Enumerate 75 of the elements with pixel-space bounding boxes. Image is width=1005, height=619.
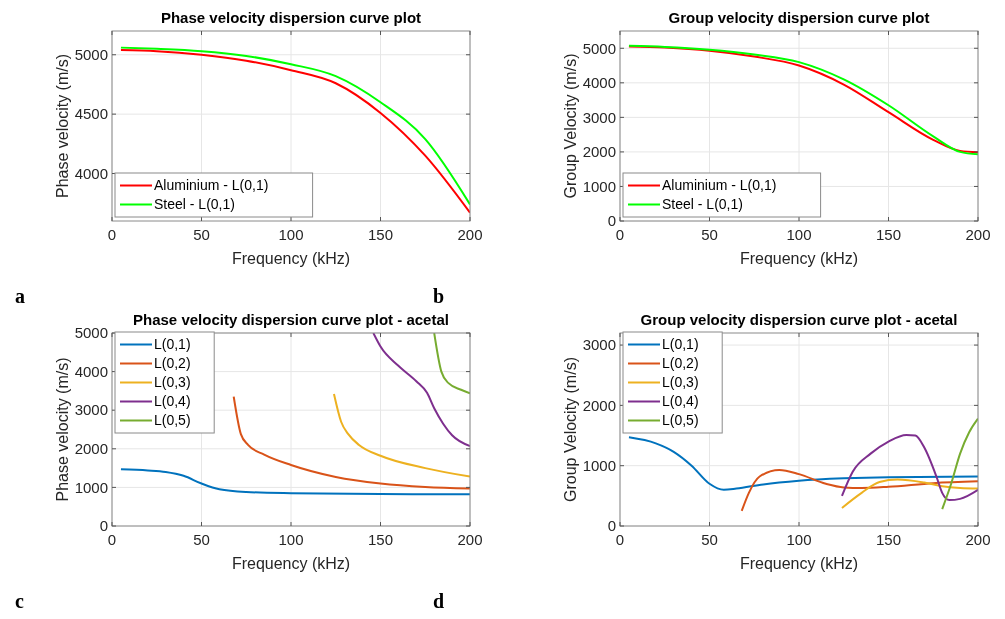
x-tick-label: 100 [786,531,812,548]
line-series [941,417,978,511]
y-axis-title: Phase velocity (m/s) [54,53,71,199]
x-tick-label: 150 [367,226,394,243]
line-series [627,436,978,491]
y-tick-label: 4000 [74,164,108,182]
legend-label: Steel - L(0,1) [662,196,743,213]
y-tick-label: 0 [607,517,616,535]
line-series [232,395,470,490]
y-tick-label: 1000 [582,177,616,195]
text: b [433,285,445,307]
y-tick-label: 3000 [582,336,616,354]
x-axis-title: Frequency (kHz) [739,555,859,572]
y-tick-label: 0 [607,212,616,230]
legend-label: L(0,3) [662,374,699,391]
x-tick-label: 100 [278,226,304,243]
y-tick-label: 4000 [582,74,616,92]
y-tick-label: 2000 [74,440,108,458]
x-axis-title: Frequency (kHz) [739,250,859,267]
x-tick-label: 200 [965,531,991,548]
legend-label: L(0,2) [662,355,699,372]
line-series [840,433,978,502]
chart-title: Phase velocity dispersion curve plot - acetal [133,311,449,328]
legend-label: L(0,3) [154,374,191,391]
legend-label: L(0,1) [662,336,699,353]
x-tick-label: 150 [875,226,902,243]
y-tick-label: 4000 [74,362,108,380]
y-tick-label: 0 [99,517,108,535]
legend-label: Aluminium - L(0,1) [154,177,269,194]
legend-label: L(0,4) [662,393,699,410]
text: a [15,285,25,307]
y-axis-title: Group Velocity (m/s) [562,53,579,199]
line-series [740,468,978,512]
chart-title: Group velocity dispersion curve plot [668,9,930,26]
y-tick-label: 5000 [74,324,108,342]
y-tick-label: 2000 [582,396,616,414]
x-tick-label: 200 [457,531,483,548]
y-tick-label: 1000 [582,456,616,474]
x-tick-label: 200 [457,226,483,243]
text: c [15,590,24,612]
x-tick-label: 200 [965,226,991,243]
x-tick-label: 50 [701,531,718,548]
x-tick-label: 150 [875,531,902,548]
x-tick-label: 50 [701,226,718,243]
y-axis-title: Phase velocity (m/s) [54,357,71,502]
y-tick-label: 3000 [582,108,616,126]
legend-label: L(0,5) [662,412,699,429]
y-tick-label: 5000 [582,39,616,57]
chart-title: Phase velocity dispersion curve plot [160,9,422,26]
x-tick-label: 100 [278,531,304,548]
chart-title: Group velocity dispersion curve plot - acetal [640,311,958,328]
y-tick-label: 4500 [74,105,108,123]
legend-label: Aluminium - L(0,1) [662,177,777,194]
x-tick-label: 100 [786,226,812,243]
line-series [372,333,470,448]
x-axis-title: Frequency (kHz) [231,250,351,267]
y-tick-label: 1000 [74,478,108,496]
line-series [119,468,470,496]
x-axis-title: Frequency (kHz) [231,555,351,572]
legend-label: L(0,4) [154,393,191,410]
legend-label: Steel - L(0,1) [154,196,235,213]
y-axis-title: Group Velocity (m/s) [562,357,579,502]
y-tick-label: 5000 [74,46,108,63]
y-tick-label: 3000 [74,401,108,419]
x-tick-label: 50 [193,226,210,243]
legend-label: L(0,5) [154,412,191,429]
line-series [332,392,470,478]
x-tick-label: 50 [193,531,210,548]
line-series [840,478,978,509]
line-series [433,333,470,395]
x-tick-label: 150 [367,531,394,548]
legend-label: L(0,2) [154,355,191,372]
legend-label: L(0,1) [154,336,191,353]
text: d [433,590,445,612]
y-tick-label: 2000 [582,143,616,161]
